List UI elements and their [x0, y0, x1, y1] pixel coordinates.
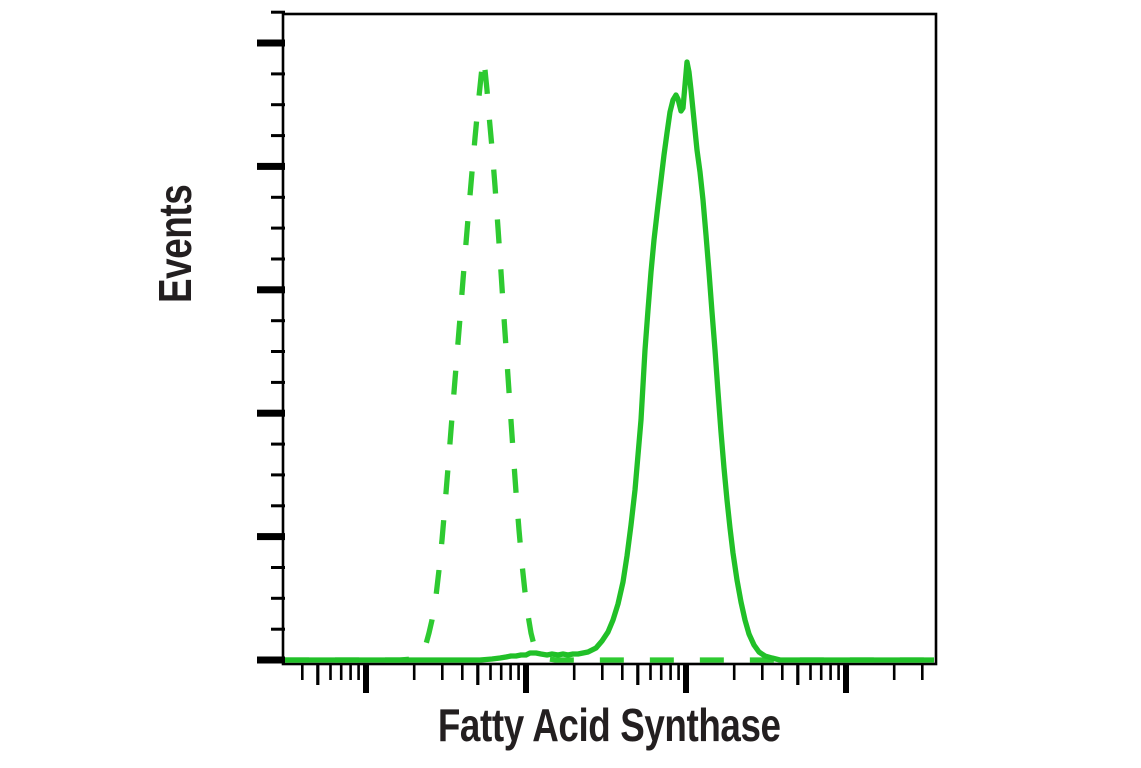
x-axis-label-text: Fatty Acid Synthase [438, 699, 781, 751]
y-minor-tick [271, 596, 285, 600]
x-five-tick [316, 663, 320, 685]
x-minor-tick [837, 663, 840, 680]
x-minor-tick [761, 663, 764, 680]
x-five-tick [636, 663, 640, 685]
x-five-tick [476, 663, 480, 685]
x-minor-tick [357, 663, 360, 680]
y-minor-tick [271, 504, 285, 508]
y-axis-label-text: Events [149, 184, 202, 303]
x-axis-label: Fatty Acid Synthase [283, 698, 936, 752]
x-minor-tick [301, 663, 304, 680]
x-minor-tick [669, 663, 672, 680]
x-minor-tick [349, 663, 352, 680]
x-minor-tick [441, 663, 444, 680]
x-minor-tick [329, 663, 332, 680]
y-major-tick [257, 656, 285, 664]
x-minor-tick [819, 663, 823, 680]
y-minor-tick [271, 10, 285, 14]
y-major-tick [257, 286, 285, 294]
x-minor-tick [412, 663, 416, 680]
y-major-tick [257, 533, 285, 541]
x-minor-tick [601, 663, 604, 680]
x-minor-tick [499, 663, 503, 680]
y-minor-tick [271, 350, 285, 353]
x-minor-tick [809, 663, 812, 680]
y-minor-tick [271, 319, 285, 323]
y-minor-tick [271, 134, 285, 138]
y-minor-tick [271, 566, 285, 569]
y-minor-tick [271, 473, 285, 477]
x-minor-tick [892, 663, 896, 680]
x-minor-tick [649, 663, 652, 680]
x-minor-tick [572, 663, 576, 680]
x-minor-tick [921, 663, 924, 680]
x-minor-tick [339, 663, 343, 680]
x-minor-tick [781, 663, 784, 680]
x-minor-tick [659, 663, 663, 680]
y-minor-tick [271, 257, 285, 261]
solid-histogram-curve [285, 59, 934, 663]
plot-frame [281, 12, 938, 666]
x-minor-tick [489, 663, 492, 680]
x-decade-tick [843, 663, 849, 693]
x-minor-tick [509, 663, 512, 680]
y-minor-tick [271, 195, 285, 199]
y-major-tick [257, 409, 285, 417]
y-minor-tick [271, 103, 285, 107]
x-five-tick [796, 663, 800, 685]
y-minor-tick [271, 442, 285, 446]
y-minor-tick [271, 380, 285, 384]
y-major-tick [257, 162, 285, 170]
x-minor-tick [517, 663, 520, 680]
x-minor-tick [461, 663, 464, 680]
x-minor-tick [829, 663, 832, 680]
y-minor-tick [271, 627, 285, 631]
y-minor-tick [271, 72, 285, 76]
y-major-tick [257, 39, 285, 47]
x-minor-tick [621, 663, 624, 680]
dashed-histogram-curve [285, 55, 934, 663]
x-minor-tick [677, 663, 680, 680]
x-decade-tick [683, 663, 689, 693]
y-minor-tick [271, 226, 285, 230]
x-minor-tick [732, 663, 736, 680]
x-decade-tick [523, 663, 529, 693]
x-decade-tick [363, 663, 369, 693]
